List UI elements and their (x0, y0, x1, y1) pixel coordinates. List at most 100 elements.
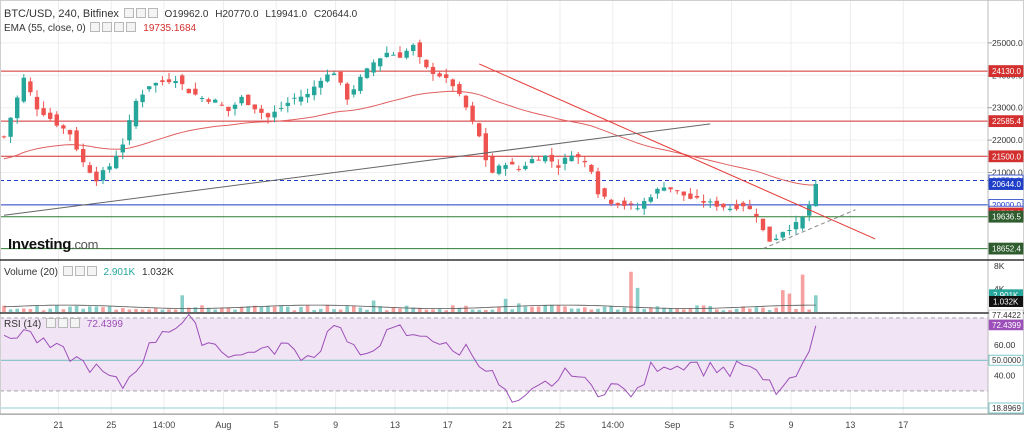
volume-bar (787, 293, 792, 312)
candle-body (272, 111, 277, 118)
legend-settings-button[interactable] (135, 8, 146, 18)
candle-body (668, 187, 673, 190)
candle-body (378, 58, 383, 67)
candle-body (411, 44, 416, 52)
rsi-settings-button[interactable] (58, 318, 69, 328)
candle-body (661, 187, 667, 191)
volume-bar (490, 309, 495, 312)
ema-label: EMA (55, close, 0) (4, 23, 86, 34)
volume-bar (134, 308, 138, 312)
volume-bar (8, 309, 13, 312)
candle-body (681, 191, 686, 196)
candle-body (127, 120, 132, 141)
volume-down-value: 1.032K (141, 267, 174, 278)
volume-bar (767, 310, 772, 312)
volume-bar (721, 310, 726, 312)
volume-bar (61, 309, 66, 312)
candle-body (160, 80, 165, 82)
candle-body (463, 95, 469, 108)
volume-bar (497, 306, 501, 312)
rsi-eye-button[interactable] (46, 318, 57, 328)
volume-bar (259, 306, 264, 312)
candle-body (358, 76, 363, 91)
candle-body (147, 86, 152, 90)
volume-close-button[interactable] (86, 266, 97, 276)
candle-body (576, 154, 581, 158)
price-tag-24130.0 (988, 65, 1024, 77)
candle-body (793, 222, 799, 230)
volume-bar (675, 308, 679, 312)
candle-body (292, 97, 297, 99)
candle-body (285, 102, 290, 106)
candle-body (490, 156, 495, 173)
volume-bar (556, 305, 561, 312)
candle-body (635, 208, 640, 210)
volume-ma-line (3, 304, 816, 309)
volume-bar (596, 308, 600, 312)
legend-eye-button[interactable] (123, 8, 134, 18)
y-tick-label: 25000.0 (992, 38, 1023, 48)
volume-bar (484, 309, 488, 312)
rsi-close-button[interactable] (70, 318, 81, 328)
volume-bar (814, 295, 818, 312)
volume-eye-button[interactable] (62, 266, 73, 276)
volume-bar (312, 309, 316, 312)
ema-settings-button[interactable] (102, 22, 113, 32)
volume-bar (121, 307, 125, 312)
candle-body (15, 97, 20, 119)
volume-bar (622, 307, 627, 312)
candle-body (708, 201, 713, 203)
candle-body (371, 62, 376, 73)
volume-settings-button[interactable] (74, 266, 85, 276)
candle-body (642, 201, 647, 209)
candle-body (21, 77, 26, 102)
volume-bar (286, 306, 290, 312)
volume-bar (22, 308, 26, 312)
candle-body (430, 66, 436, 74)
candle-body (94, 171, 99, 182)
rsi-y-label: 60.00 (994, 340, 1016, 350)
candle-body (800, 216, 805, 229)
rsi-tag-text-50.0000: 50.0000 (992, 356, 1021, 365)
volume-bar (635, 287, 640, 312)
volume-down-tag-text: 1.032K (993, 298, 1019, 307)
volume-bar (464, 305, 468, 312)
volume-bar (305, 305, 310, 312)
ema-more-button[interactable] (126, 22, 137, 32)
volume-bar (338, 309, 343, 312)
candle-body (496, 165, 502, 174)
volume-bar (437, 308, 442, 312)
x-tick-label: 21 (53, 420, 63, 430)
candle-body (582, 160, 587, 163)
candle-body (549, 154, 554, 162)
candle-body (265, 113, 271, 118)
candle-body (318, 80, 323, 88)
ema-close-button[interactable] (114, 22, 125, 32)
ema-eye-button[interactable] (90, 22, 101, 32)
rsi-legend: RSI (14) 72.4399 (4, 318, 123, 331)
volume-bar (655, 306, 660, 312)
candle-body (331, 73, 337, 76)
volume-bar (272, 306, 277, 312)
volume-bar (2, 305, 6, 312)
volume-bar (319, 308, 323, 312)
volume-bar (728, 310, 732, 312)
volume-bar (246, 306, 250, 312)
candle-body (364, 68, 370, 78)
candle-body (417, 42, 422, 58)
candle-body (536, 159, 541, 161)
horizontal-levels (0, 70, 988, 250)
volume-bar (391, 307, 396, 312)
candle-body (232, 104, 238, 109)
volume-bar (74, 306, 79, 312)
candle-body (450, 79, 455, 87)
volume-bar (173, 309, 178, 312)
volume-y-label: 4K (994, 284, 1005, 294)
volume-bar (424, 309, 429, 312)
volume-bar (68, 306, 72, 312)
volume-bar (206, 307, 211, 312)
legend-close-button[interactable] (147, 8, 158, 18)
volume-legend: Volume (20) 2.901K 1.032K (4, 266, 174, 279)
volume-bar (510, 309, 514, 312)
